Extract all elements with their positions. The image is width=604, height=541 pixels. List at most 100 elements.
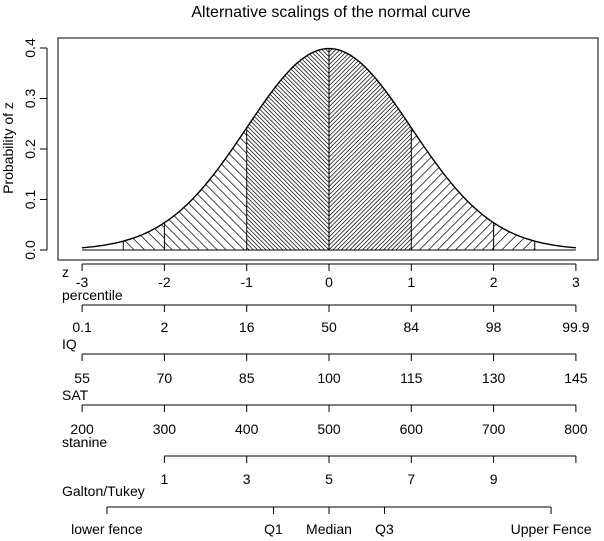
hatch-line — [30, 39, 241, 250]
hatch-line — [391, 48, 412, 250]
hatch-line — [68, 39, 279, 250]
hatch-line — [246, 48, 288, 250]
hatch-line — [247, 48, 329, 250]
hatch-line — [329, 48, 348, 250]
hatch-line — [538, 39, 604, 250]
hatch-line — [329, 48, 412, 250]
hatch-line — [517, 39, 604, 250]
hatch-line — [365, 39, 576, 250]
hatch-line — [272, 48, 329, 250]
scale-tick-label: Median — [306, 521, 352, 537]
hatch-line — [164, 127, 245, 250]
hatch-line — [303, 39, 514, 250]
hatch-line — [399, 39, 604, 250]
hatch-line — [395, 39, 604, 250]
hatch-line — [522, 222, 535, 250]
y-tick-label: 0.0 — [22, 240, 38, 260]
hatch-line — [323, 48, 329, 250]
hatch-line — [246, 48, 329, 250]
hatch-line — [246, 48, 329, 250]
hatch-line — [411, 127, 494, 250]
hatch-line — [122, 39, 333, 250]
hatch-line — [72, 39, 283, 250]
scale-tick-label: -2 — [158, 274, 171, 290]
hatch-line — [95, 39, 306, 250]
hatch-line — [164, 127, 247, 250]
hatch-line — [246, 48, 329, 250]
hatch-line — [246, 48, 329, 250]
hatch-line — [123, 222, 165, 250]
hatch-line — [454, 39, 604, 250]
scale-tick-label: Q1 — [264, 521, 283, 537]
hatch-line — [246, 48, 329, 250]
hatch-line — [314, 48, 329, 250]
hatch-line — [310, 48, 329, 250]
hatch-line — [493, 222, 535, 250]
hatch-line — [25, 39, 236, 250]
hatch-line — [329, 48, 412, 250]
hatch-line — [412, 39, 604, 250]
scale-name: stanine — [62, 434, 107, 450]
hatch-line — [123, 222, 165, 250]
hatch-line — [246, 48, 329, 250]
hatch-line — [546, 39, 604, 250]
scale-name: IQ — [62, 336, 77, 352]
hatch-line — [246, 48, 329, 250]
scale-name: z — [62, 264, 69, 280]
scale-tick-label: 7 — [407, 471, 415, 487]
hatch-line — [123, 222, 165, 250]
plot-frame — [57, 37, 599, 261]
hatch-line — [0, 39, 137, 250]
hatch-line — [441, 39, 604, 250]
hatch-line — [14, 39, 225, 250]
hatch-line — [408, 48, 412, 250]
hatch-line — [339, 39, 550, 250]
hatch-line — [246, 48, 329, 250]
hatch-line — [353, 48, 412, 250]
hatch-line — [329, 48, 364, 250]
hatch-line — [18, 39, 229, 250]
hatch-line — [61, 39, 272, 250]
y-tick-label: 0.1 — [22, 190, 38, 210]
hatch-line — [123, 222, 165, 250]
hatch-line — [521, 39, 604, 250]
hatch-line — [104, 39, 315, 250]
hatch-line — [429, 39, 604, 250]
hatch-line — [246, 48, 309, 250]
scale-tick-label: 3 — [243, 471, 251, 487]
hatch-line — [329, 48, 339, 250]
hatch-line — [336, 48, 412, 250]
hatch-line — [47, 39, 258, 250]
shaded-region — [123, 222, 165, 250]
hatch-line — [246, 48, 329, 250]
scale-tick-label: 130 — [482, 370, 506, 386]
hatch-line — [458, 39, 604, 250]
hatch-line — [387, 48, 412, 250]
hatch-line — [123, 222, 165, 250]
hatch-line — [428, 39, 604, 250]
hatch-line — [421, 39, 604, 250]
hatch-line — [329, 48, 412, 250]
hatch-line — [366, 39, 577, 250]
scale-percentile: percentile 0.1 2 16 50 84 98 99.9 — [62, 287, 590, 335]
scale-tick-label: 500 — [317, 421, 341, 437]
hatch-line — [402, 39, 604, 250]
hatch-line — [329, 48, 335, 250]
hatch-line — [29, 39, 240, 250]
hatch-line — [246, 48, 258, 250]
hatch-line — [102, 39, 313, 250]
shaded-region — [25, 39, 604, 250]
scale-tick-label: 2 — [161, 319, 169, 335]
scale-tick-label: 50 — [321, 319, 337, 335]
hatch-line — [246, 48, 326, 250]
hatch-line — [246, 48, 284, 250]
scale-tick-label: -1 — [240, 274, 253, 290]
hatch-line — [493, 222, 535, 250]
hatch-line — [411, 127, 494, 250]
hatch-line — [411, 39, 604, 250]
hatch-line — [411, 127, 494, 250]
hatch-line — [123, 222, 165, 250]
scale-tick-label: Upper Fence — [511, 521, 592, 537]
hatch-line — [491, 127, 494, 250]
hatch-line — [487, 39, 604, 250]
